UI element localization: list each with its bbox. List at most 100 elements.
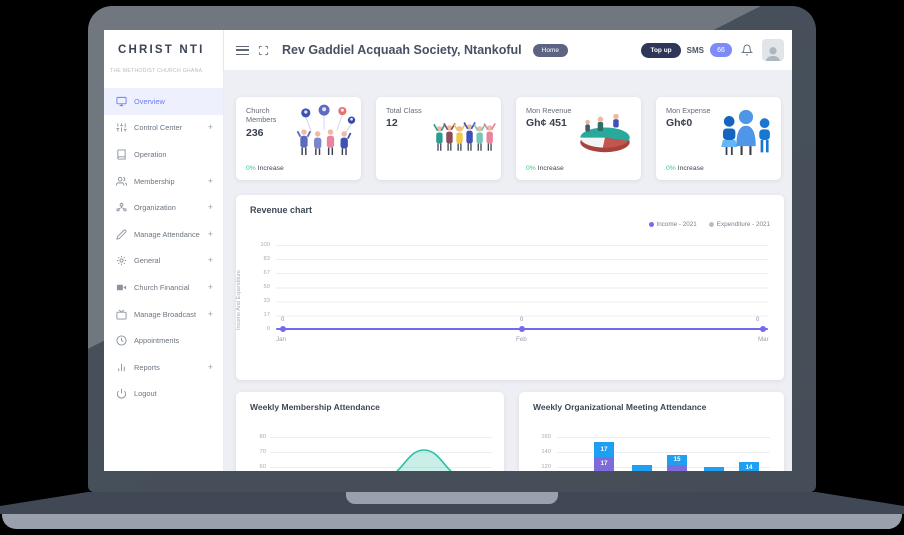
home-badge: Home [532, 43, 568, 57]
sidebar-item-label: Manage Attendance [134, 229, 200, 239]
sidebar-item-label: General [134, 256, 161, 266]
y-tick: 140 [541, 448, 551, 455]
expand-plus-icon[interactable]: + [207, 308, 213, 319]
expand-plus-icon[interactable]: + [207, 281, 213, 292]
bar-segment-blue: 15 [667, 455, 687, 465]
y-tick: 67 [263, 269, 270, 276]
chart-title: Weekly Organizational Meeting Attendance [533, 402, 707, 412]
sidebar-item-operation[interactable]: Operation [104, 141, 223, 168]
stacked-bar-1: 17 17 [594, 442, 614, 471]
sliders-icon [116, 122, 127, 133]
brand-title: CHRIST NTI [118, 44, 205, 56]
expand-plus-icon[interactable]: + [207, 175, 213, 186]
legend-dot-expenditure [708, 222, 714, 227]
y-tick: 60 [259, 463, 266, 470]
tv-icon [116, 309, 127, 320]
stat-increase: 0% Increase [526, 165, 564, 172]
x-tick-jan: Jan [276, 336, 286, 343]
point-label: 0 [756, 317, 760, 323]
sidebar-item-general[interactable]: General + [104, 248, 223, 275]
x-tick-mar: Mar [758, 336, 769, 343]
y-tick: 70 [259, 448, 266, 455]
header-actions: Top up SMS 66 [641, 39, 784, 61]
sidebar-item-label: Manage Broadcast [134, 309, 197, 319]
y-tick: 83 [263, 255, 270, 262]
sidebar-item-manage-attendance[interactable]: Manage Attendance + [104, 221, 223, 248]
bell-icon[interactable] [741, 44, 753, 56]
y-tick: 160 [541, 433, 551, 440]
sidebar-item-reports[interactable]: Reports + [104, 354, 223, 381]
stat-value: 12 [386, 117, 398, 130]
menu-icon[interactable] [236, 45, 249, 55]
legend-item-expenditure[interactable]: Expenditure - 2021 [708, 221, 770, 228]
y-tick: 50 [263, 283, 270, 290]
expand-plus-icon[interactable]: + [207, 228, 213, 239]
fullscreen-icon[interactable] [258, 45, 269, 56]
sidebar-item-appointments[interactable]: Appointments [104, 327, 223, 354]
sms-label: SMS [686, 45, 704, 55]
clock-icon [116, 335, 127, 346]
pie-chart-illustration [580, 113, 630, 153]
sidebar-item-church-financial[interactable]: Church Financial + [104, 274, 223, 301]
expand-plus-icon[interactable]: + [207, 361, 213, 372]
sidebar-item-label: Membership [134, 176, 175, 186]
sidebar-nav: Overview Control Center + Operation Memb… [104, 88, 223, 407]
pencil-icon [116, 229, 127, 240]
y-tick: 0 [266, 326, 270, 332]
users-icon [116, 176, 127, 187]
y-tick: 120 [541, 463, 551, 470]
top-up-button[interactable]: Top up [641, 42, 681, 58]
sidebar-item-label: Control Center [134, 123, 183, 133]
laptop-base-edge [2, 514, 902, 529]
stat-increase: 0% Increase [666, 165, 704, 172]
stat-value: Gh¢0 [666, 117, 693, 130]
header-bar: Rev Gaddiel Acquaah Society, Ntankoful H… [224, 30, 792, 70]
chart-title: Revenue chart [250, 205, 313, 215]
sidebar-item-overview[interactable]: Overview [104, 88, 223, 115]
sidebar-item-label: Reports [134, 362, 160, 372]
sidebar-item-logout[interactable]: Logout [104, 381, 223, 408]
sidebar-item-label: Logout [134, 389, 157, 399]
point-label: 0 [520, 317, 524, 323]
membership-attendance-card: Weekly Membership Attendance 80 70 60 [236, 392, 504, 471]
sidebar-item-control-center[interactable]: Control Center + [104, 115, 223, 142]
bar-segment-blue [632, 465, 652, 471]
sidebar-item-organization[interactable]: Organization + [104, 194, 223, 221]
legend-dot-income [648, 222, 654, 227]
attendance-area-series [396, 449, 452, 471]
avatar[interactable] [762, 39, 784, 61]
y-tick: 80 [259, 433, 266, 440]
data-point-jan [280, 326, 286, 332]
stat-label: Total Class [386, 106, 422, 115]
chart-title: Weekly Membership Attendance [250, 402, 380, 412]
monitor-icon [116, 96, 127, 107]
bar-segment-blue: 14 [739, 462, 759, 471]
people-network-illustration [296, 104, 356, 155]
stat-label: Church Members [246, 106, 277, 125]
bar-segment-blue [704, 467, 724, 471]
sidebar: CHRIST NTI THE METHODIST CHURCH GHANA Ov… [104, 30, 224, 471]
stat-card-mon-expense: Mon Expense Gh¢0 0% Increase [656, 97, 781, 180]
stat-label: Mon Revenue [526, 106, 572, 115]
legend-item-income[interactable]: Income - 2021 [648, 221, 697, 228]
y-axis-label: Income And Expenditure [236, 270, 242, 330]
expand-plus-icon[interactable]: + [207, 122, 213, 133]
stat-card-mon-revenue: Mon Revenue Gh¢ 451 0% Increase [516, 97, 641, 180]
sidebar-item-manage-broadcast[interactable]: Manage Broadcast + [104, 301, 223, 328]
expand-plus-icon[interactable]: + [207, 202, 213, 213]
sidebar-item-label: Appointments [134, 336, 180, 346]
stat-value: 236 [246, 126, 264, 139]
bar-segment-purple: 17 [594, 457, 614, 471]
bar-segment-purple [667, 465, 687, 471]
sidebar-item-membership[interactable]: Membership + [104, 168, 223, 195]
stat-value: Gh¢ 451 [526, 117, 567, 130]
y-tick: 33 [263, 297, 270, 304]
sidebar-item-label: Overview [134, 96, 165, 106]
chart-gridlines [557, 437, 770, 468]
laptop-screen: CHRIST NTI THE METHODIST CHURCH GHANA Ov… [104, 30, 792, 471]
expand-plus-icon[interactable]: + [207, 255, 213, 266]
people-group-icon [116, 202, 127, 213]
stacked-bar-2 [632, 465, 652, 471]
blue-people-illustration [721, 109, 770, 156]
stat-increase: 0% Increase [246, 165, 284, 172]
